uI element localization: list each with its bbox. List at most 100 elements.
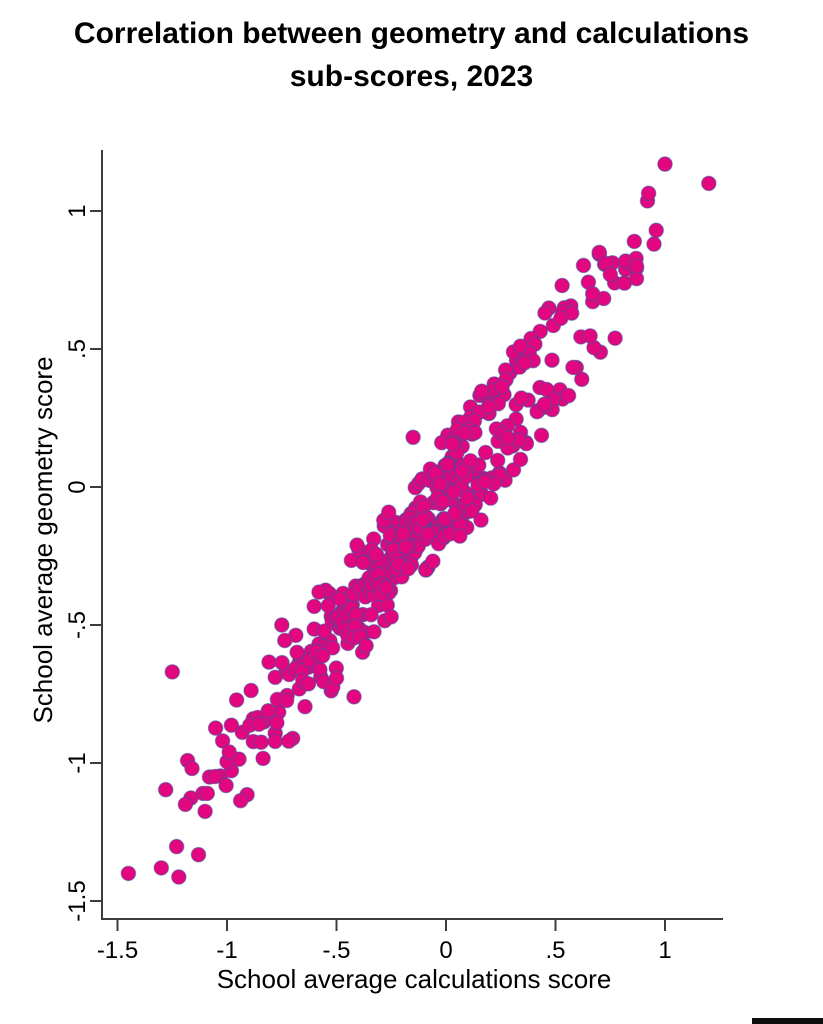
x-tick-label: 1 [658, 937, 671, 964]
chart-title-line1: Correlation between geometry and calcula… [73, 17, 750, 50]
data-point [253, 734, 270, 750]
data-point [575, 257, 592, 274]
data-point [300, 675, 317, 692]
data-point [320, 597, 336, 614]
data-point [415, 511, 431, 528]
data-points [120, 156, 717, 885]
data-point [533, 427, 550, 444]
data-point [538, 381, 555, 398]
data-point [657, 156, 673, 172]
data-point [368, 546, 385, 563]
data-point [269, 714, 285, 731]
data-point [648, 222, 664, 239]
data-point [499, 430, 516, 446]
data-point [280, 733, 297, 749]
data-point [274, 654, 290, 671]
data-point [554, 277, 570, 294]
data-point [164, 664, 181, 680]
data-point [454, 463, 471, 479]
data-point [267, 669, 283, 686]
data-point [602, 266, 619, 283]
data-point [120, 865, 137, 882]
data-point [512, 451, 529, 468]
data-point [207, 768, 223, 785]
data-point [552, 310, 569, 327]
axis-ticks: -1.5 -1 -.5 0 .5 1 1 .5 0 -.5 -1 -1.5 [64, 204, 672, 964]
data-point [168, 838, 185, 855]
data-point [640, 185, 657, 202]
data-point [221, 744, 237, 760]
data-point [349, 537, 365, 553]
x-tick-label: -.5 [322, 937, 350, 964]
x-tick-label: .5 [545, 937, 565, 964]
y-tick-label: -1 [64, 752, 91, 773]
data-point [451, 528, 468, 544]
data-point [153, 860, 170, 876]
data-point [628, 258, 645, 274]
x-tick-label: 0 [439, 937, 452, 964]
data-point [477, 444, 494, 461]
data-point [278, 692, 295, 709]
axis-lines [101, 150, 723, 920]
data-point [565, 359, 581, 376]
data-point [432, 475, 448, 492]
data-point [276, 632, 293, 649]
data-point [190, 846, 207, 863]
data-point [700, 175, 717, 192]
data-point [199, 785, 216, 802]
data-point [646, 236, 662, 252]
data-point [328, 670, 345, 686]
x-axis-title: School average calculations score [217, 964, 612, 994]
data-point [380, 504, 397, 520]
y-tick-label: .5 [64, 339, 91, 359]
data-point [184, 760, 200, 777]
y-tick-label: -.5 [64, 611, 91, 639]
data-point [363, 606, 379, 623]
chart-title: Correlation between geometry and calcula… [0, 12, 823, 98]
data-point [378, 579, 395, 596]
data-point [260, 702, 276, 719]
y-axis-title: School average geometry score [28, 356, 58, 723]
data-point [607, 330, 623, 346]
data-point [494, 378, 510, 395]
y-tick-label: 0 [64, 480, 91, 493]
data-point [626, 233, 643, 250]
data-point [434, 493, 451, 510]
data-point [462, 452, 479, 469]
data-point [459, 490, 475, 506]
data-point [346, 688, 362, 705]
data-point [400, 560, 417, 577]
data-point [289, 644, 305, 661]
data-point [537, 305, 553, 321]
data-point [516, 354, 533, 371]
data-point [223, 717, 240, 733]
data-point [444, 435, 461, 452]
data-point [445, 484, 462, 500]
y-tick-label: -1.5 [64, 880, 91, 921]
data-point [232, 792, 249, 809]
data-point [243, 682, 259, 699]
data-point [536, 396, 553, 412]
data-point [473, 512, 489, 528]
data-point [513, 390, 530, 406]
data-point [218, 777, 234, 794]
data-point [473, 383, 490, 399]
data-point [544, 352, 560, 368]
data-point [177, 796, 194, 813]
data-point [366, 623, 382, 640]
data-point [456, 424, 473, 441]
data-point [261, 654, 277, 670]
data-point [332, 591, 348, 607]
data-point [251, 716, 267, 732]
data-point [420, 526, 436, 542]
data-point [273, 617, 290, 633]
data-point [171, 869, 187, 885]
data-point [439, 456, 456, 473]
data-point [297, 698, 313, 715]
x-tick-label: -1.5 [97, 937, 138, 964]
data-point [560, 387, 577, 404]
data-point [255, 750, 271, 767]
data-point [482, 490, 499, 506]
chart-title-line2: sub-scores, 2023 [289, 60, 534, 93]
